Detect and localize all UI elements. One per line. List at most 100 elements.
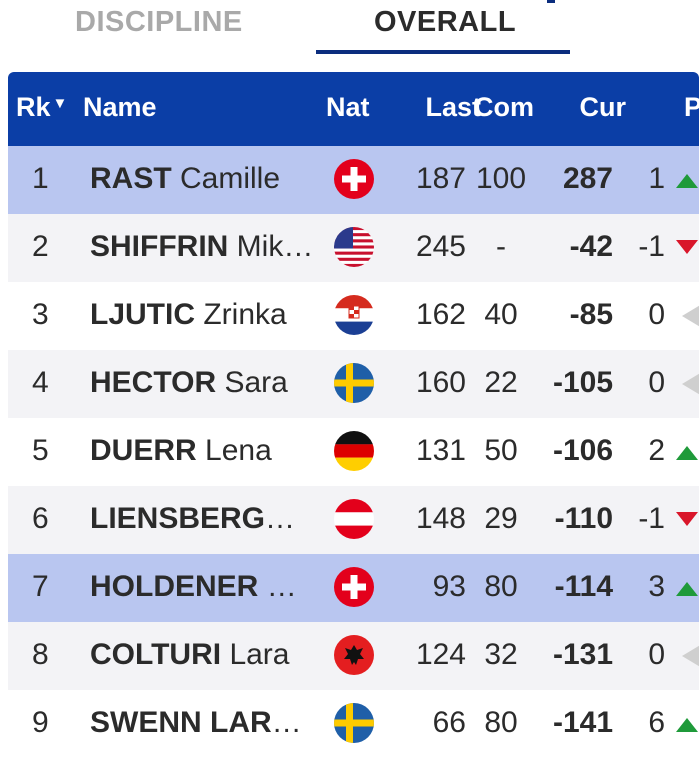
- table-row[interactable]: 2 SHIFFRIN Mik… 245- -42 -1: [8, 214, 699, 282]
- tab-bar-edge-mark: [547, 0, 555, 3]
- position-change-cell: 0: [648, 366, 665, 399]
- athlete-surname: HECTOR: [90, 366, 217, 399]
- col-header-last[interactable]: Last: [425, 92, 481, 122]
- trend-same-icon: [672, 644, 699, 668]
- cur-points-cell: -42: [569, 230, 613, 263]
- table-row[interactable]: 7 HOLDENER W… 93 80 -114 3: [8, 554, 699, 622]
- col-header-rank[interactable]: Rk ▼: [16, 92, 67, 123]
- rank-cell: 7: [32, 570, 49, 603]
- rank-cell: 8: [32, 638, 49, 671]
- table-row[interactable]: 3 LJUTIC Zrinka 162 40 -85 0: [8, 282, 699, 350]
- flag-swe-icon: [334, 703, 374, 743]
- athlete-surname: LIENSBERGE…: [90, 502, 315, 535]
- cur-points-cell: -105: [552, 366, 613, 399]
- rank-cell: 5: [32, 434, 49, 467]
- rank-cell: 1: [32, 162, 49, 195]
- col-header-next[interactable]: P: [684, 92, 699, 122]
- position-change-cell: 3: [648, 570, 665, 603]
- athlete-name[interactable]: DUERR Lena: [90, 434, 315, 468]
- athlete-name[interactable]: HECTOR Sara: [90, 366, 315, 400]
- athlete-given-name: Sara: [224, 366, 288, 399]
- athlete-name[interactable]: LIENSBERGE…: [90, 502, 315, 536]
- com-points-cell: 50: [484, 434, 518, 467]
- cur-points-cell: -114: [554, 570, 613, 603]
- table-row[interactable]: 5 DUERR Lena 131 50 -106 2: [8, 418, 699, 486]
- table-header: Rk ▼ Name Nat Last Com Cur P: [8, 72, 699, 146]
- athlete-name[interactable]: LJUTIC Zrinka: [90, 298, 315, 332]
- athlete-given-name: Lara: [229, 638, 290, 671]
- tab-bar: DISCIPLINE OVERALL: [0, 0, 699, 60]
- flag-cro-icon: [334, 295, 374, 335]
- cur-points-cell: -110: [554, 502, 613, 535]
- col-header-nation[interactable]: Nat: [326, 92, 370, 122]
- trend-up-icon: [672, 712, 699, 736]
- com-points-cell: 40: [484, 298, 518, 331]
- trend-same-icon: [672, 372, 699, 396]
- athlete-name[interactable]: SWENN LARS…: [90, 706, 315, 740]
- table-row[interactable]: 4 HECTOR Sara 160 22 -105 0: [8, 350, 699, 418]
- athlete-given-name: W…: [266, 570, 315, 603]
- table-row[interactable]: 1 RAST Camille 187 100 287 1: [8, 146, 699, 214]
- rank-cell: 3: [32, 298, 49, 331]
- trend-up-icon: [672, 168, 699, 192]
- athlete-given-name: Camille: [180, 162, 281, 195]
- com-points-cell: 80: [484, 570, 518, 603]
- position-change-cell: 6: [648, 706, 665, 739]
- table-row[interactable]: 6 LIENSBERGE… 148 29 -110 -1: [8, 486, 699, 554]
- cur-points-cell: -106: [552, 434, 613, 467]
- last-points-cell: 148: [415, 502, 466, 535]
- last-points-cell: 162: [415, 298, 466, 331]
- com-points-cell: 100: [475, 162, 527, 195]
- athlete-surname: SWENN LARS…: [90, 706, 315, 739]
- rank-cell: 4: [32, 366, 49, 399]
- trend-up-icon: [672, 576, 699, 600]
- flag-swe-icon: [334, 363, 374, 403]
- cur-points-cell: -131: [552, 638, 613, 671]
- athlete-name[interactable]: RAST Camille: [90, 162, 315, 196]
- last-points-cell: 124: [415, 638, 466, 671]
- cur-points-cell: -85: [569, 298, 613, 331]
- col-header-rank-label: Rk: [16, 92, 51, 122]
- table-row[interactable]: 8 COLTURI Lara 124 32 -131 0: [8, 622, 699, 690]
- athlete-name[interactable]: COLTURI Lara: [90, 638, 315, 672]
- athlete-surname: RAST: [90, 162, 172, 195]
- athlete-name[interactable]: HOLDENER W…: [90, 570, 315, 604]
- flag-sui-icon: [334, 159, 374, 199]
- flag-sui-icon: [334, 567, 374, 607]
- last-points-cell: 245: [415, 230, 466, 263]
- position-change-cell: -1: [638, 230, 665, 263]
- position-change-cell: 2: [648, 434, 665, 467]
- com-points-cell: 22: [484, 366, 518, 399]
- last-points-cell: 131: [415, 434, 466, 467]
- athlete-surname: LJUTIC: [90, 298, 195, 331]
- flag-ger-icon: [334, 431, 374, 471]
- position-change-cell: -1: [638, 502, 665, 535]
- position-change-cell: 0: [648, 298, 665, 331]
- athlete-given-name: Mik…: [236, 230, 314, 263]
- athlete-given-name: Zrinka: [203, 298, 287, 331]
- athlete-given-name: Lena: [205, 434, 272, 467]
- trend-same-icon: [672, 304, 699, 328]
- rank-cell: 9: [32, 706, 49, 739]
- tab-overall[interactable]: OVERALL: [374, 6, 517, 38]
- last-points-cell: 160: [415, 366, 466, 399]
- flag-usa-icon: [334, 227, 374, 267]
- athlete-surname: SHIFFRIN: [90, 230, 229, 263]
- trend-down-icon: [672, 508, 699, 532]
- com-points-cell: 29: [484, 502, 518, 535]
- tab-discipline[interactable]: DISCIPLINE: [75, 6, 243, 38]
- position-change-cell: 0: [648, 638, 665, 671]
- active-tab-indicator: [316, 50, 570, 54]
- trend-down-icon: [672, 236, 699, 260]
- cur-points-cell: -141: [552, 706, 613, 739]
- athlete-surname: DUERR: [90, 434, 197, 467]
- athlete-name[interactable]: SHIFFRIN Mik…: [90, 230, 315, 264]
- cur-points-cell: 287: [562, 162, 613, 195]
- col-header-cur[interactable]: Cur: [579, 92, 627, 122]
- col-header-com[interactable]: Com: [474, 92, 534, 122]
- position-change-cell: 1: [648, 162, 665, 195]
- trend-up-icon: [672, 440, 699, 464]
- table-row[interactable]: 9 SWENN LARS… 66 80 -141 6: [8, 690, 699, 758]
- last-points-cell: 187: [415, 162, 466, 195]
- col-header-name[interactable]: Name: [83, 92, 157, 122]
